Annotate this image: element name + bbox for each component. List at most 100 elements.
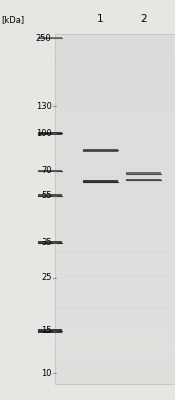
Bar <box>55 156 175 160</box>
Bar <box>55 352 175 356</box>
Bar <box>55 363 175 366</box>
Bar <box>55 114 175 118</box>
Bar <box>55 265 175 268</box>
Bar <box>55 366 175 370</box>
Bar <box>55 377 175 380</box>
Bar <box>55 286 175 290</box>
Bar <box>55 198 175 202</box>
Bar <box>55 44 175 48</box>
Bar <box>55 128 175 132</box>
Bar <box>55 100 175 104</box>
Bar <box>55 279 175 282</box>
Bar <box>55 72 175 76</box>
Bar <box>55 160 175 164</box>
Bar <box>55 125 175 128</box>
Bar <box>55 226 175 230</box>
Bar <box>55 150 175 153</box>
Bar <box>55 254 175 258</box>
Bar <box>55 184 175 188</box>
Bar <box>55 153 175 156</box>
Bar <box>38 194 62 197</box>
Bar <box>55 94 175 97</box>
Bar <box>126 179 161 181</box>
Bar <box>55 142 175 146</box>
Bar <box>55 296 175 300</box>
Bar <box>55 202 175 206</box>
Bar <box>55 86 175 90</box>
Bar <box>55 69 175 72</box>
Bar <box>55 83 175 86</box>
Bar <box>55 332 175 335</box>
Bar <box>55 178 175 181</box>
Bar <box>55 122 175 125</box>
Bar <box>55 234 175 237</box>
Bar <box>55 272 175 276</box>
Text: [kDa]: [kDa] <box>2 15 25 24</box>
Bar <box>55 290 175 293</box>
Bar <box>55 146 175 150</box>
Bar <box>55 300 175 304</box>
Bar <box>55 318 175 321</box>
Text: 25: 25 <box>41 273 52 282</box>
Text: 15: 15 <box>41 326 52 335</box>
Bar <box>55 244 175 248</box>
Bar <box>55 111 175 114</box>
Bar <box>55 195 175 198</box>
Bar <box>38 37 62 39</box>
Bar <box>55 90 175 94</box>
Bar <box>126 172 161 175</box>
Bar <box>83 180 118 183</box>
Bar <box>55 374 175 377</box>
Bar <box>55 328 175 332</box>
Bar <box>55 206 175 209</box>
Bar <box>55 324 175 328</box>
Bar <box>55 58 175 62</box>
Bar <box>55 174 175 178</box>
Bar <box>55 216 175 220</box>
Text: 10: 10 <box>41 368 52 378</box>
Bar <box>55 55 175 58</box>
Text: 250: 250 <box>36 34 52 42</box>
Bar <box>55 80 175 83</box>
Bar <box>55 310 175 314</box>
Bar <box>55 335 175 338</box>
Bar <box>55 192 175 195</box>
Bar <box>55 304 175 307</box>
Bar <box>55 349 175 352</box>
Bar <box>55 212 175 216</box>
Bar <box>55 237 175 240</box>
Text: 100: 100 <box>36 129 52 138</box>
Bar <box>55 342 175 346</box>
Bar <box>38 132 62 135</box>
Bar <box>55 164 175 167</box>
Bar <box>55 360 175 363</box>
Bar <box>55 139 175 142</box>
Bar <box>55 118 175 122</box>
Bar <box>55 321 175 324</box>
Bar <box>55 66 175 69</box>
Bar <box>55 167 175 170</box>
Bar <box>55 356 175 360</box>
Bar <box>55 380 175 384</box>
Bar <box>55 282 175 286</box>
Bar <box>55 52 175 55</box>
Bar <box>55 108 175 111</box>
Bar <box>55 251 175 254</box>
Bar <box>55 240 175 244</box>
Bar <box>55 170 175 174</box>
Bar <box>55 370 175 374</box>
Bar <box>55 76 175 80</box>
Bar <box>55 314 175 318</box>
Bar <box>55 248 175 251</box>
Bar <box>83 149 118 152</box>
Bar <box>55 41 175 44</box>
Bar <box>55 132 175 136</box>
Bar <box>55 136 175 139</box>
Bar <box>55 293 175 296</box>
Bar <box>55 188 175 192</box>
Bar <box>38 329 62 333</box>
Bar <box>55 258 175 262</box>
Bar <box>55 97 175 100</box>
Bar <box>38 170 62 172</box>
Bar <box>55 220 175 223</box>
